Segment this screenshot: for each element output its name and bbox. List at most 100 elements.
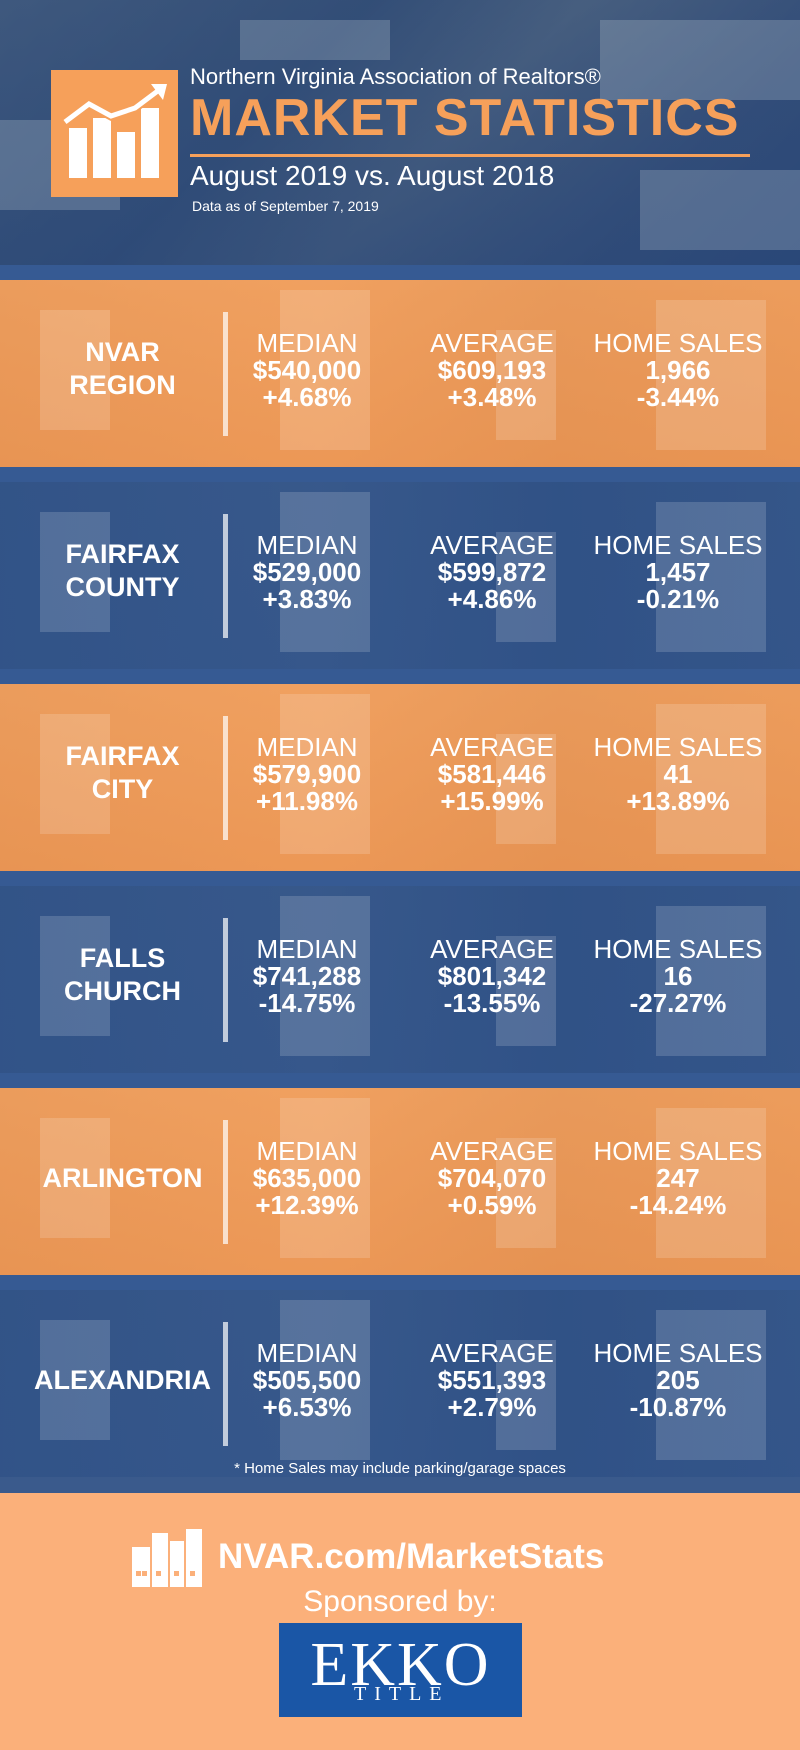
home-sales-stat: HOME SALES 1,457 -0.21% (583, 532, 773, 613)
sponsor-name: EKKO (310, 1631, 491, 1699)
footer: NVAR.com/MarketStats Sponsored by: EKKO … (0, 1493, 800, 1750)
stat-value: 1,457 (645, 557, 711, 587)
stat-label: MEDIAN (256, 530, 358, 560)
sponsor-logo: EKKO TITLE (279, 1623, 522, 1717)
background-building (40, 512, 110, 632)
stat-change: +3.48% (447, 382, 537, 412)
average-stat: AVERAGE $581,446 +15.99% (407, 734, 577, 815)
stat-change: +4.86% (447, 584, 537, 614)
home-sales-stat: HOME SALES 1,966 -3.44% (583, 330, 773, 411)
background-building (496, 734, 556, 844)
stat-label: AVERAGE (430, 1338, 554, 1368)
comparison-period: August 2019 vs. August 2018 (190, 160, 555, 191)
region-name: FALLS CHURCH (20, 942, 225, 1008)
vertical-divider (223, 918, 228, 1042)
vertical-divider (223, 1120, 228, 1244)
divider (0, 669, 800, 684)
background-building (40, 1118, 110, 1238)
region-name-line: FAIRFAX (65, 741, 180, 771)
stat-label: AVERAGE (430, 1136, 554, 1166)
home-sales-stat: HOME SALES 16 -27.27% (583, 936, 773, 1017)
divider (0, 467, 800, 482)
region-name-line: FALLS (79, 943, 166, 973)
data-as-of-date: Data as of September 7, 2019 (192, 198, 379, 214)
median-stat: MEDIAN $579,900 +11.98% (222, 734, 392, 815)
stat-change: -3.44% (636, 382, 720, 412)
region-row: FALLS CHURCH MEDIAN $741,288 -14.75% AVERAGE $… (0, 886, 800, 1073)
market-stats-link[interactable]: NVAR.com/MarketStats (218, 1537, 605, 1576)
vertical-divider (223, 514, 228, 638)
background-building (280, 1300, 370, 1460)
stat-label: MEDIAN (256, 732, 358, 762)
vertical-divider (223, 312, 228, 436)
stat-change: +12.39% (255, 1190, 359, 1220)
background-building (656, 704, 766, 854)
stat-value: $609,193 (437, 355, 547, 385)
background-building (496, 1138, 556, 1248)
average-stat: AVERAGE $609,193 +3.48% (407, 330, 577, 411)
stat-label: MEDIAN (256, 1136, 358, 1166)
stat-value: $801,342 (437, 961, 547, 991)
stat-change: +6.53% (262, 1392, 352, 1422)
background-building (280, 694, 370, 854)
region-row: ALEXANDRIA MEDIAN $505,500 +6.53% AVERAGE $55… (0, 1290, 800, 1477)
region-name-line: NVAR (85, 337, 160, 367)
region-name-line: ALEXANDRIA (33, 1365, 211, 1395)
median-stat: MEDIAN $529,000 +3.83% (222, 532, 392, 613)
stat-change: +13.89% (626, 786, 730, 816)
average-stat: AVERAGE $599,872 +4.86% (407, 532, 577, 613)
vertical-divider (223, 716, 228, 840)
stat-value: 16 (663, 961, 693, 991)
stat-value: 1,966 (645, 355, 711, 385)
title-divider (190, 154, 750, 157)
home-sales-stat: HOME SALES 205 -10.87% (583, 1340, 773, 1421)
stat-change: +11.98% (256, 786, 358, 816)
background-building (40, 916, 110, 1036)
background-building (496, 532, 556, 642)
background-building (496, 936, 556, 1046)
stat-value: $529,000 (252, 557, 362, 587)
stat-label: HOME SALES (593, 328, 763, 358)
region-name-line: COUNTY (65, 572, 180, 602)
region-row: FAIRFAX COUNTY MEDIAN $529,000 +3.83% AVERAGE… (0, 482, 800, 669)
region-name: ALEXANDRIA (20, 1364, 225, 1397)
sponsor-subtitle: TITLE (354, 1683, 450, 1705)
stat-change: +2.79% (447, 1392, 537, 1422)
background-building (40, 310, 110, 430)
stat-label: AVERAGE (430, 934, 554, 964)
stat-change: -10.87% (629, 1392, 727, 1422)
stat-value: $540,000 (252, 355, 362, 385)
stat-change: +0.59% (447, 1190, 537, 1220)
region-name: ARLINGTON (20, 1162, 225, 1195)
stat-value: 41 (663, 759, 693, 789)
stat-change: -14.24% (629, 1190, 727, 1220)
stat-label: MEDIAN (256, 1338, 358, 1368)
background-building (40, 714, 110, 834)
divider (0, 1275, 800, 1290)
stat-value: $581,446 (437, 759, 547, 789)
stat-value: $505,500 (252, 1365, 362, 1395)
background-building (40, 1320, 110, 1440)
region-name-line: CITY (91, 774, 154, 804)
stat-value: 205 (656, 1365, 700, 1395)
home-sales-stat: HOME SALES 41 +13.89% (583, 734, 773, 815)
divider (0, 871, 800, 886)
background-building (656, 300, 766, 450)
rising-bar-chart-icon (51, 70, 178, 197)
stat-change: -27.27% (629, 988, 727, 1018)
stat-change: +15.99% (440, 786, 544, 816)
stat-label: AVERAGE (430, 732, 554, 762)
stat-label: MEDIAN (256, 934, 358, 964)
stat-value: $599,872 (437, 557, 547, 587)
buildings-icon (130, 1527, 204, 1587)
stat-value: $704,070 (437, 1163, 547, 1193)
stat-value: $635,000 (252, 1163, 362, 1193)
stat-label: AVERAGE (430, 530, 554, 560)
median-stat: MEDIAN $635,000 +12.39% (222, 1138, 392, 1219)
region-name-line: FAIRFAX (65, 539, 180, 569)
background-building (280, 1098, 370, 1258)
median-stat: MEDIAN $741,288 -14.75% (222, 936, 392, 1017)
vertical-divider (223, 1322, 228, 1446)
stat-change: -14.75% (258, 988, 356, 1018)
